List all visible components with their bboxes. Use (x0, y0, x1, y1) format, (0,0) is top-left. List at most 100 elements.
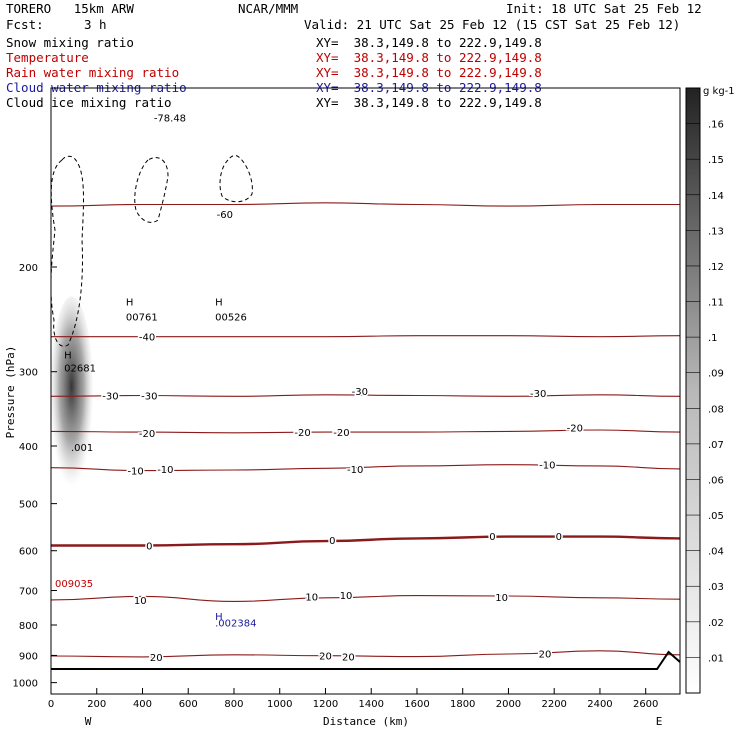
ice-contour-west (51, 155, 85, 347)
forecast-label: Fcst: (6, 17, 44, 32)
isotherm-label: -30 (141, 392, 157, 403)
isotherm-label: -20 (333, 428, 349, 439)
x-tick-label: 1400 (358, 699, 383, 710)
isotherm-label: -30 (102, 392, 118, 403)
x-tick-label: 2400 (587, 699, 612, 710)
field-xy-rain: XY= 38.3,149.8 to 222.9,149.8 (316, 65, 542, 80)
isotherm-label: -10 (539, 461, 555, 472)
isotherm-10 (51, 595, 680, 602)
extremum-annotation: 02681 (64, 364, 96, 375)
extremum-annotation: H (64, 350, 72, 361)
isotherm-label: -30 (352, 387, 368, 398)
colorbar-tick-label: .1 (708, 333, 718, 344)
colorbar-tick-label: .15 (708, 155, 724, 166)
isotherm-label: 20 (150, 653, 163, 664)
colorbar (685, 87, 701, 694)
isotherm-label: 10 (134, 596, 147, 607)
x-tick-label: 1800 (450, 699, 475, 710)
x-tick-label: 1200 (313, 699, 338, 710)
isotherm-label: 10 (495, 593, 508, 604)
x-tick-label: 600 (179, 699, 198, 710)
isotherm-label: 20 (342, 653, 355, 664)
x-tick-label: 2000 (496, 699, 521, 710)
isotherm-label: 20 (319, 651, 332, 662)
isotherm-label: -40 (139, 333, 155, 344)
plot-frame (50, 87, 681, 695)
y-tick-label: 500 (19, 500, 38, 511)
colorbar-ticks: .01 .02 .03 .04 .05 .06 .07 .08 .09 .1 .11 .12 .13 .1… (686, 120, 724, 664)
extremum-annotation: 009035 (55, 579, 93, 590)
field-name-rain: Rain water mixing ratio (6, 65, 180, 80)
x-tick-label: 1600 (404, 699, 429, 710)
contour-labels: -78.48 -60 -40 -30 -30 -30 -30 -20 -20 -20 -20 -10 -… (101, 112, 585, 666)
model-title: TORERO 15km ARW (6, 1, 134, 16)
colorbar-tick-label: .13 (708, 226, 724, 237)
colorbar-tick-label: .01 (708, 653, 724, 664)
ground-line (51, 650, 681, 670)
extremum-annotation: H (126, 297, 134, 308)
y-tick-label: 700 (19, 587, 38, 598)
temperature-isotherms (51, 202, 680, 658)
field-name-snow: Snow mixing ratio (6, 35, 134, 50)
colorbar-tick-label: .12 (708, 262, 724, 273)
extremum-annotation: .002384 (215, 618, 256, 629)
isotherm-minus-40 (51, 335, 680, 338)
isotherm-label: -20 (139, 429, 155, 440)
colorbar-tick-label: .02 (708, 618, 724, 629)
east-label: E (656, 715, 663, 728)
cloud-ice-contours (51, 155, 253, 347)
y-tick-label: 1000 (13, 679, 38, 690)
isotherm-label: -20 (567, 423, 583, 434)
x-tick-label: 2200 (541, 699, 566, 710)
extremum-annotation: .001 (71, 443, 93, 454)
isotherm-label: -60 (217, 210, 233, 221)
colorbar-tick-label: .08 (708, 404, 724, 415)
ice-contour-mid (134, 157, 169, 223)
x-axis-ticks: 0 200 400 600 800 1000 1200 1400 1600 1800 2000 220… (48, 688, 658, 710)
colorbar-tick-label: .09 (708, 369, 724, 380)
isotherm-label: -30 (530, 389, 546, 400)
x-tick-label: 200 (87, 699, 106, 710)
colorbar-tick-label: .05 (708, 511, 724, 522)
colorbar-tick-label: .06 (708, 475, 724, 486)
terrain-profile (51, 650, 681, 670)
field-xy-temperature: XY= 38.3,149.8 to 222.9,149.8 (316, 50, 542, 65)
isotherm-label: -10 (347, 465, 363, 476)
isotherm-minus-30 (51, 394, 680, 397)
extremum-annotation: 00761 (126, 312, 158, 323)
y-tick-label: 300 (19, 368, 38, 379)
field-name-temperature: Temperature (6, 50, 89, 65)
isotherm-label: 0 (556, 532, 562, 543)
x-tick-label: 400 (133, 699, 152, 710)
colorbar-tick-label: .11 (708, 298, 724, 309)
y-tick-label: 800 (19, 621, 38, 632)
field-name-cloud-ice: Cloud ice mixing ratio (6, 95, 172, 110)
colorbar-tick-label: .16 (708, 120, 724, 131)
isotherm-20 (51, 650, 680, 658)
x-tick-label: 800 (224, 699, 243, 710)
isotherm-minus-20 (51, 429, 680, 434)
y-axis-ticks: 200 300 400 500 600 700 800 900 1000 (13, 263, 57, 690)
isotherm-minus-10 (51, 464, 680, 472)
isotherm-label: -10 (157, 465, 173, 476)
colorbar-tick-label: .04 (708, 547, 724, 558)
isotherm-minus-60 (51, 202, 680, 207)
colorbar-tick-label: .03 (708, 582, 724, 593)
colorbar-tick-label: .14 (708, 191, 724, 202)
west-label: W (85, 715, 92, 728)
extremum-annotation: 00526 (215, 312, 247, 323)
field-xy-snow: XY= 38.3,149.8 to 222.9,149.8 (316, 35, 542, 50)
forecast-hour: 3 h (84, 17, 107, 32)
extremum-annotation: H (215, 612, 223, 623)
isotherm-label: -10 (127, 467, 143, 478)
field-xy-cloud-ice: XY= 38.3,149.8 to 222.9,149.8 (316, 95, 542, 110)
y-tick-label: 900 (19, 651, 38, 662)
isotherm-0 (51, 535, 680, 547)
x-tick-label: 1000 (267, 699, 292, 710)
isotherm-label: -78.48 (154, 113, 186, 124)
colorbar-unit: g kg-1 (703, 86, 735, 97)
ice-contour-east (219, 155, 253, 203)
valid-time: Valid: 21 UTC Sat 25 Feb 12 (15 CST Sat … (304, 17, 681, 32)
